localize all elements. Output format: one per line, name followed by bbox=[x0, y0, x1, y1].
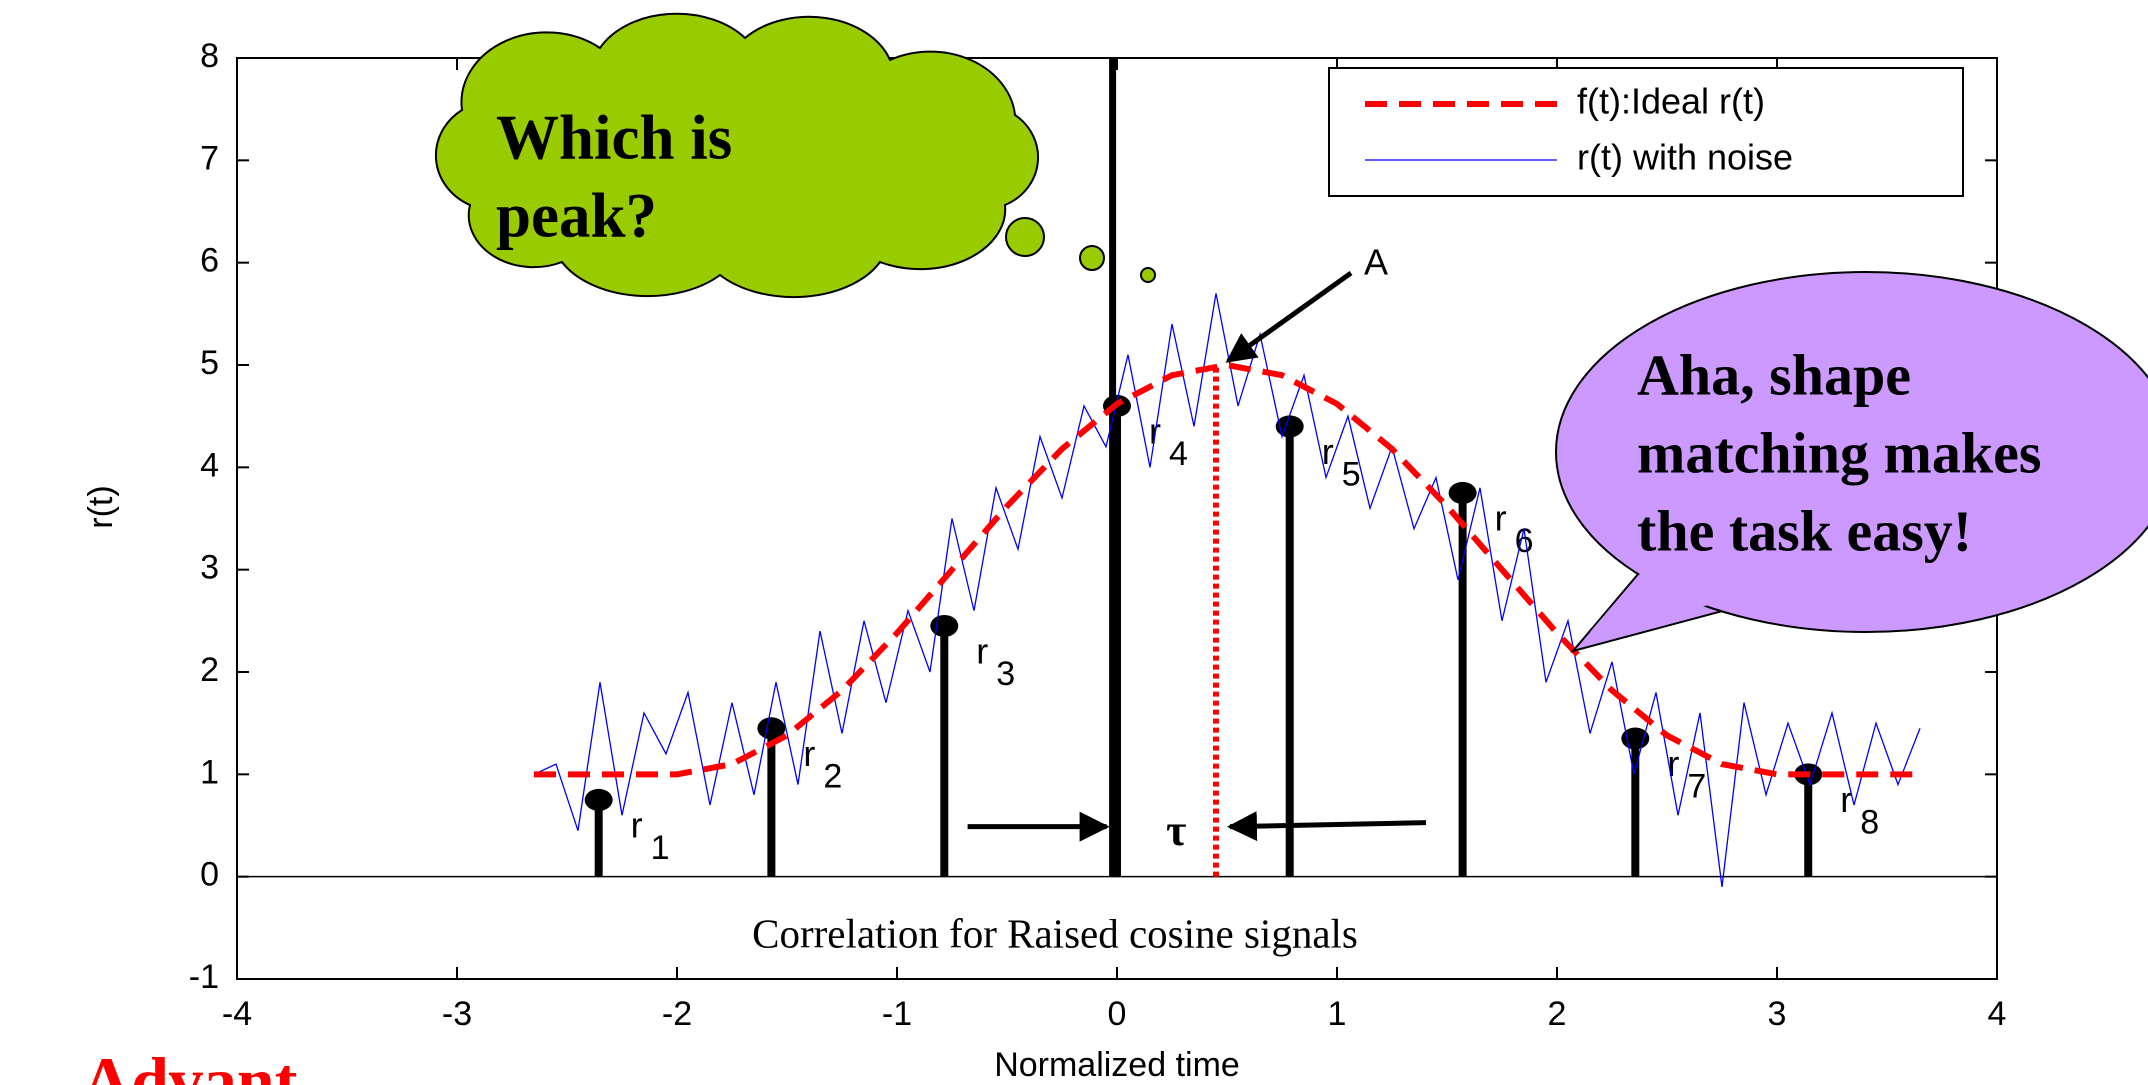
y-tick-label: 4 bbox=[200, 446, 219, 484]
stem-subscript: 2 bbox=[823, 757, 842, 795]
cloud-shape bbox=[434, 12, 1039, 299]
y-tick-label: 0 bbox=[200, 856, 219, 894]
cloud-text: Which is bbox=[496, 102, 732, 172]
bubble-text: the task easy! bbox=[1637, 498, 1972, 563]
bubble-text: matching makes bbox=[1637, 420, 2041, 485]
stem-marker bbox=[1275, 415, 1304, 438]
stem-label: r bbox=[1322, 431, 1334, 472]
tau-label: τ bbox=[1166, 806, 1186, 855]
legend-label: r(t) with noise bbox=[1577, 137, 1793, 178]
x-tick-label: 1 bbox=[1328, 995, 1347, 1033]
ideal-line bbox=[534, 361, 1920, 778]
y-tick-label: 8 bbox=[200, 37, 219, 75]
y-tick-label: 3 bbox=[200, 549, 219, 587]
legend-label: f(t):Ideal r(t) bbox=[1577, 81, 1765, 122]
x-tick-label: -4 bbox=[222, 995, 252, 1033]
y-tick-label: -1 bbox=[189, 958, 219, 996]
stem-marker bbox=[930, 614, 959, 637]
peak-arrow bbox=[1225, 270, 1353, 364]
x-tick-label: 2 bbox=[1548, 995, 1567, 1033]
x-tick-label: 0 bbox=[1108, 995, 1127, 1033]
stem-label: r bbox=[976, 630, 988, 671]
x-tick-label: -2 bbox=[662, 995, 692, 1033]
x-axis-label: Normalized time bbox=[994, 1046, 1240, 1084]
bubble-shape bbox=[1555, 271, 2148, 633]
cloud-dot bbox=[1079, 245, 1105, 271]
y-tick-label: 7 bbox=[200, 139, 219, 177]
y-tick-label: 2 bbox=[200, 651, 219, 689]
y-tick-label: 5 bbox=[200, 344, 219, 382]
stem-subscript: 8 bbox=[1860, 803, 1879, 841]
cloud-dot bbox=[1005, 217, 1045, 257]
y-axis-label: r(t) bbox=[82, 485, 120, 528]
x-tick-label: 3 bbox=[1768, 995, 1787, 1033]
annotation: Correlation for Raised cosine signals bbox=[752, 910, 1358, 956]
cloud-dot bbox=[1140, 267, 1156, 283]
x-tick-label: -1 bbox=[882, 995, 912, 1033]
stem-label: r bbox=[631, 804, 643, 845]
cloud-text: peak? bbox=[496, 180, 657, 250]
legend: f(t):Ideal r(t) r(t) with noise bbox=[1328, 67, 1964, 197]
y-tick-label: 1 bbox=[200, 753, 219, 791]
stem-marker bbox=[757, 717, 786, 740]
stem-label: r bbox=[1840, 779, 1852, 820]
stem-label: r bbox=[1495, 497, 1507, 538]
stem-subscript: 3 bbox=[996, 655, 1015, 693]
thought-cloud: Which is peak? bbox=[434, 12, 1156, 299]
bubble-text: Aha, shape bbox=[1637, 342, 1911, 407]
stem-marker bbox=[584, 788, 613, 811]
tau-arrow bbox=[1227, 811, 1427, 842]
stem-marker bbox=[1448, 481, 1477, 504]
y-tick-label: 6 bbox=[200, 242, 219, 280]
legend-box bbox=[1328, 67, 1964, 197]
stem-subscript: 7 bbox=[1687, 768, 1706, 806]
stem-label: r bbox=[803, 733, 815, 774]
peak-label: A bbox=[1364, 242, 1388, 283]
speech-bubble: Aha, shape matching makes the task easy! bbox=[1555, 271, 2148, 653]
footer-text: Advant bbox=[82, 1043, 298, 1085]
stem-subscript: 5 bbox=[1342, 455, 1361, 493]
x-tick-label: 4 bbox=[1988, 995, 2007, 1033]
bubble-tail-fill bbox=[1590, 555, 1740, 632]
stem-subscript: 1 bbox=[651, 829, 670, 867]
x-tick-label: -3 bbox=[442, 995, 472, 1033]
stem-subscript: 4 bbox=[1169, 435, 1188, 473]
